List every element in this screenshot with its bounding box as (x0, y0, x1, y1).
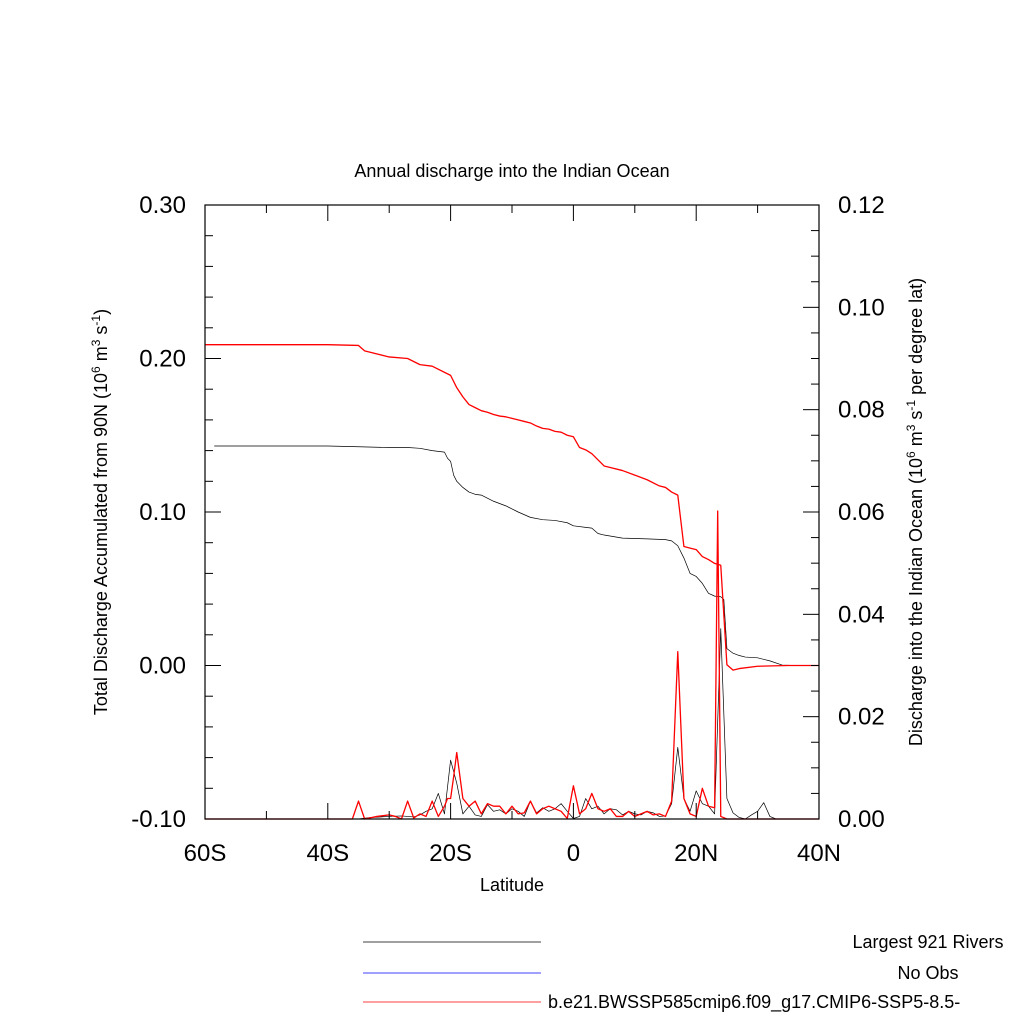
series-line-2 (205, 344, 819, 671)
axis-label-part: -1 (904, 400, 918, 411)
axis-label-part: m (91, 346, 111, 366)
axis-label-part: 3 (904, 424, 918, 431)
x-tick-label: 20S (429, 840, 472, 867)
y-right-tick-label: 0.08 (838, 397, 885, 424)
axis-label-part: 6 (89, 366, 103, 373)
x-tick-label: 0 (567, 840, 580, 867)
legend: Largest 921 Rivers No Obs b.e21.BWSSP585cm… (363, 932, 1004, 1013)
series-line-4 (205, 510, 819, 820)
y-left-tick-label: 0.10 (139, 499, 186, 526)
axis-label-part: s (91, 326, 111, 340)
axis-label-part: s (906, 411, 926, 425)
x-tick-label: 40S (306, 840, 349, 867)
legend-label: b.e21.BWSSP585cmip6.f09_g17.CMIP6-SSP5-8… (548, 992, 960, 1013)
series-line-0 (214, 445, 819, 666)
axis-label-part: 3 (89, 339, 103, 346)
y-axis-right-label: Discharge into the Indian Ocean (106 m3 … (904, 278, 926, 746)
x-tick-label: 40N (797, 840, 841, 867)
y-right-tick-label: 0.02 (838, 704, 885, 731)
chart-title: Annual discharge into the Indian Ocean (354, 161, 669, 181)
y-right-tick-label: 0.10 (838, 294, 885, 321)
y-left-tick-label: -0.10 (131, 806, 186, 833)
axis-label-part: -1 (89, 315, 103, 326)
series-line-3 (205, 628, 819, 820)
legend-label: Largest 921 Rivers (852, 932, 1003, 952)
y-right-tick-label: 0.06 (838, 499, 885, 526)
axis-label-part: Discharge into the Indian Ocean (10 (906, 458, 926, 746)
axis-label-part: ) (91, 309, 111, 315)
y-right-tick-label: 0.00 (838, 806, 885, 833)
y-left-tick-label: 0.30 (139, 192, 186, 219)
x-axis-label: Latitude (480, 875, 544, 895)
y-right-tick-label: 0.12 (838, 192, 885, 219)
y-right-tick-label: 0.04 (838, 601, 885, 628)
plot-frame (204, 204, 820, 820)
x-tick-label: 60S (184, 840, 227, 867)
axis-tick-labels: 60S 40S 20S 0 20N 40N -0.10 0.00 0.10 0.20 0.30 0.0… (131, 192, 884, 867)
y-left-tick-label: 0.20 (139, 346, 186, 373)
axis-label-part: 6 (904, 451, 918, 458)
y-left-tick-label: 0.00 (139, 653, 186, 680)
x-tick-label: 20N (674, 840, 718, 867)
plot-lines (205, 344, 819, 820)
axis-label-part: m (906, 431, 926, 451)
axis-ticks (204, 204, 820, 820)
axis-label-part: per degree lat) (906, 278, 926, 400)
y-axis-left-label: Total Discharge Accumulated from 90N (10… (89, 309, 111, 715)
axis-label-part: Total Discharge Accumulated from 90N (10 (91, 373, 111, 715)
legend-label: No Obs (897, 963, 958, 983)
